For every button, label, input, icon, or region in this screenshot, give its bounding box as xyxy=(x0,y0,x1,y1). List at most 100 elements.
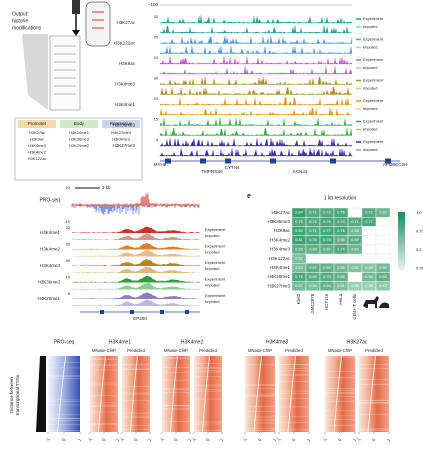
cell-value: 0.75 xyxy=(295,220,302,224)
track-label: PRO-seq xyxy=(39,197,60,203)
cell-value: 0.84 xyxy=(295,211,302,215)
cell-value: 0.76 xyxy=(295,275,302,279)
cell-value: 0.81 xyxy=(295,238,302,242)
signal-track xyxy=(159,86,353,95)
cell-value: 0.62 xyxy=(351,247,358,251)
gene-label: EP300 xyxy=(133,316,147,321)
exon xyxy=(185,310,189,314)
cell-value: 0.76 xyxy=(323,220,330,224)
signal-track xyxy=(159,66,353,75)
gene-label: APOBEC3H xyxy=(383,162,408,167)
heatmap-cell xyxy=(333,253,349,264)
signal-track xyxy=(72,233,200,240)
signal-track xyxy=(72,242,200,250)
cell-value: 0.36 xyxy=(365,284,372,288)
legend-label: Experiment xyxy=(363,37,384,42)
heatmap-cell xyxy=(347,207,363,218)
x-tick-label: 1 xyxy=(386,437,392,442)
track-label: H3K27ac xyxy=(116,20,135,25)
track-scale: 30 xyxy=(154,76,159,81)
x-tick-label: 0 xyxy=(257,437,263,442)
signal-track xyxy=(72,259,200,266)
signal-track xyxy=(159,15,353,24)
signal-track xyxy=(159,76,353,85)
x-tick-label: 0 xyxy=(101,437,107,442)
cell-value: 0.77 xyxy=(323,229,330,233)
heatmap-subtitle: Predicted xyxy=(199,348,217,353)
heatmap-cell xyxy=(361,253,377,264)
row-label: H3K36me3 xyxy=(267,219,290,224)
exon xyxy=(130,310,134,314)
y-axis-label: Distance between xyxy=(9,377,14,413)
horse-icon xyxy=(363,296,379,308)
tss-line xyxy=(333,355,342,433)
x-tick-label: 0 xyxy=(337,437,343,442)
mouse-icon xyxy=(379,302,390,308)
tss-line xyxy=(129,355,138,433)
x-tick-label: -1 xyxy=(87,436,94,442)
track-scale: 40 xyxy=(66,258,71,263)
cell-value: 0.65 xyxy=(337,238,344,242)
cell-value: 0.76 xyxy=(337,211,344,215)
heatmap-cell xyxy=(305,253,321,264)
track-scale: 6 xyxy=(68,291,71,296)
legend-label: Imputed xyxy=(363,147,377,152)
tss-line xyxy=(287,355,296,433)
x-tick-label: -1 xyxy=(276,436,283,442)
heatmap-subtitle: Predicted xyxy=(127,348,145,353)
signal-track xyxy=(159,45,353,54)
cell-value: 0.36 xyxy=(351,284,358,288)
legend-label: Experiment xyxy=(363,78,384,83)
cell-value: 0.48 xyxy=(365,266,372,270)
legend-label: Experiment xyxy=(205,293,226,298)
colorbar xyxy=(398,212,405,270)
row-label: H3K9ac xyxy=(274,228,291,233)
cell-value: 0.62 xyxy=(379,211,386,215)
row-label: H3K4me2 xyxy=(270,237,291,242)
cell-value: 0.67 xyxy=(323,247,330,251)
cell-value: 0.77 xyxy=(365,220,372,224)
x-tick-label: 0 xyxy=(173,437,179,442)
heatmap-cell xyxy=(361,235,377,245)
row-label: H4K20me1 xyxy=(267,274,290,279)
heatmap-subtitle: MNase-ChIP xyxy=(328,348,352,353)
exon xyxy=(200,158,206,164)
exon xyxy=(100,310,104,314)
track-label: H3K27me3 xyxy=(112,143,135,148)
track-scale: -10 xyxy=(64,219,71,224)
tss-line xyxy=(367,355,376,433)
cell-value: 0.69 xyxy=(309,275,316,279)
x-tick-label: -1 xyxy=(45,436,52,442)
cell-value: 0.72 xyxy=(323,211,330,215)
heatmap-cell xyxy=(361,244,377,255)
cell-value: 0.51 xyxy=(351,266,358,270)
signal-track xyxy=(159,35,353,44)
heatmap-subtitle: Predicted xyxy=(365,348,383,353)
heatmap-cell xyxy=(375,281,391,292)
x-tick-label: -1 xyxy=(159,436,166,442)
exon xyxy=(330,158,336,164)
track-scale: 20 xyxy=(66,185,71,190)
signal-track xyxy=(159,147,353,157)
output-label: Output: xyxy=(12,11,28,17)
legend-label: Experiment xyxy=(363,57,384,62)
signal-track xyxy=(159,127,353,136)
heatmap-subtitle: MNase-ChIP xyxy=(92,348,116,353)
heatmap-subtitle: Predicted xyxy=(285,348,303,353)
cell-value: 0.72 xyxy=(309,220,316,224)
signal-track xyxy=(72,266,200,273)
cell-value: 0.76 xyxy=(337,229,344,233)
cell-value: 0.58 xyxy=(365,275,372,279)
x-tick-label: 1 xyxy=(219,437,225,442)
track-scale: 20 xyxy=(154,55,159,60)
colorbar-tick: 1.0 xyxy=(416,210,422,215)
heatmap-cell xyxy=(347,272,363,282)
category-mark: H3K122ac xyxy=(28,156,47,161)
heatmap-title: H3K4me1 xyxy=(109,339,131,345)
tss-line xyxy=(57,355,67,433)
y-axis-label: transcriptional TSSs xyxy=(15,374,20,415)
cell-value: 0.71 xyxy=(309,229,316,233)
gene-label: CYTH4 xyxy=(225,165,240,170)
legend-label: Imputed xyxy=(363,106,377,111)
